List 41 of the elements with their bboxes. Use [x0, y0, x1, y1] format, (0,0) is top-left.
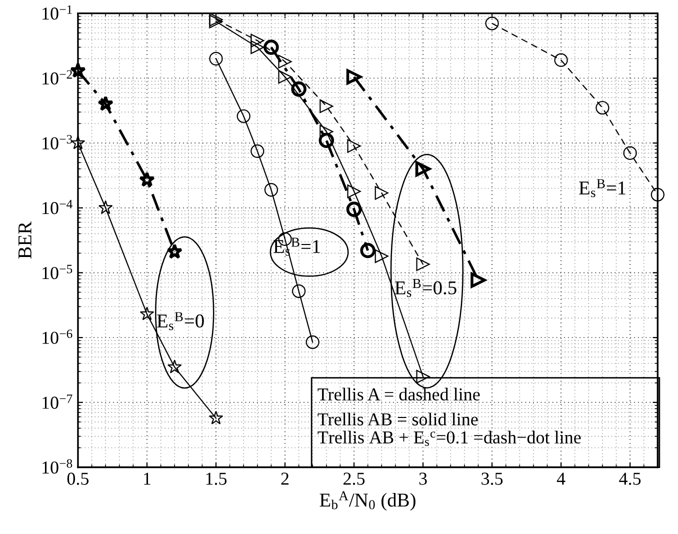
x-tick-label: 4 [556, 472, 566, 485]
point [346, 202, 362, 217]
y-tick-label: 10$^{−1}$ [42, 5, 72, 20]
y-tick-label: 10$^{−6}$ [42, 330, 72, 344]
point [415, 161, 431, 176]
y-tick-label: 10$^{−3}$ [42, 135, 72, 150]
point [554, 53, 568, 67]
annotation: E$_{s}$$^{B}$=0 [157, 312, 204, 330]
annotation: Trellis A = dashed line [318, 388, 480, 401]
point [291, 81, 306, 97]
y-tick-label: 10$^{−2}$ [42, 70, 72, 85]
y-tick-label: 10$^{−4}$ [42, 200, 72, 214]
point [264, 40, 279, 55]
x-tick-label: 0.5 [67, 472, 89, 485]
x-axis-title: E$_{b}$$^{A}$/N$_{0}$ (dB) [320, 491, 416, 511]
y-tick-label: 10$^{−5}$ [42, 264, 72, 280]
point [374, 249, 388, 263]
point [208, 410, 224, 424]
annotation: E$_{s}$$^{B}$=1 [579, 179, 626, 198]
y-tick-label: 10$^{−7}$ [42, 394, 72, 409]
annotation: Trellis AB = solid line [318, 412, 478, 426]
point [98, 96, 114, 112]
x-tick-label: 3 [419, 472, 427, 485]
point [166, 243, 183, 259]
x-tick-label: 2.5 [344, 472, 365, 485]
y-axis-title: BER [18, 221, 32, 259]
x-tick-label: 1.5 [206, 472, 227, 485]
point [346, 69, 362, 84]
y-tick-label: 10$^{−8}$ [42, 459, 72, 474]
x-tick-label: 2 [281, 472, 289, 485]
point [470, 272, 486, 288]
annotation: E$_{s}$$^{B}$=0.5 [394, 279, 456, 298]
point [138, 172, 155, 187]
point [318, 132, 334, 148]
x-tick-label: 3.5 [482, 472, 503, 485]
point [167, 360, 182, 374]
point [360, 242, 376, 258]
x-tick-label: 1 [144, 472, 150, 485]
point [140, 306, 154, 320]
x-tick-label: 4.5 [619, 472, 641, 485]
annotation: Trellis AB + E$_{s}$$^{c}$=0.1 =dash−dot line [318, 430, 581, 446]
